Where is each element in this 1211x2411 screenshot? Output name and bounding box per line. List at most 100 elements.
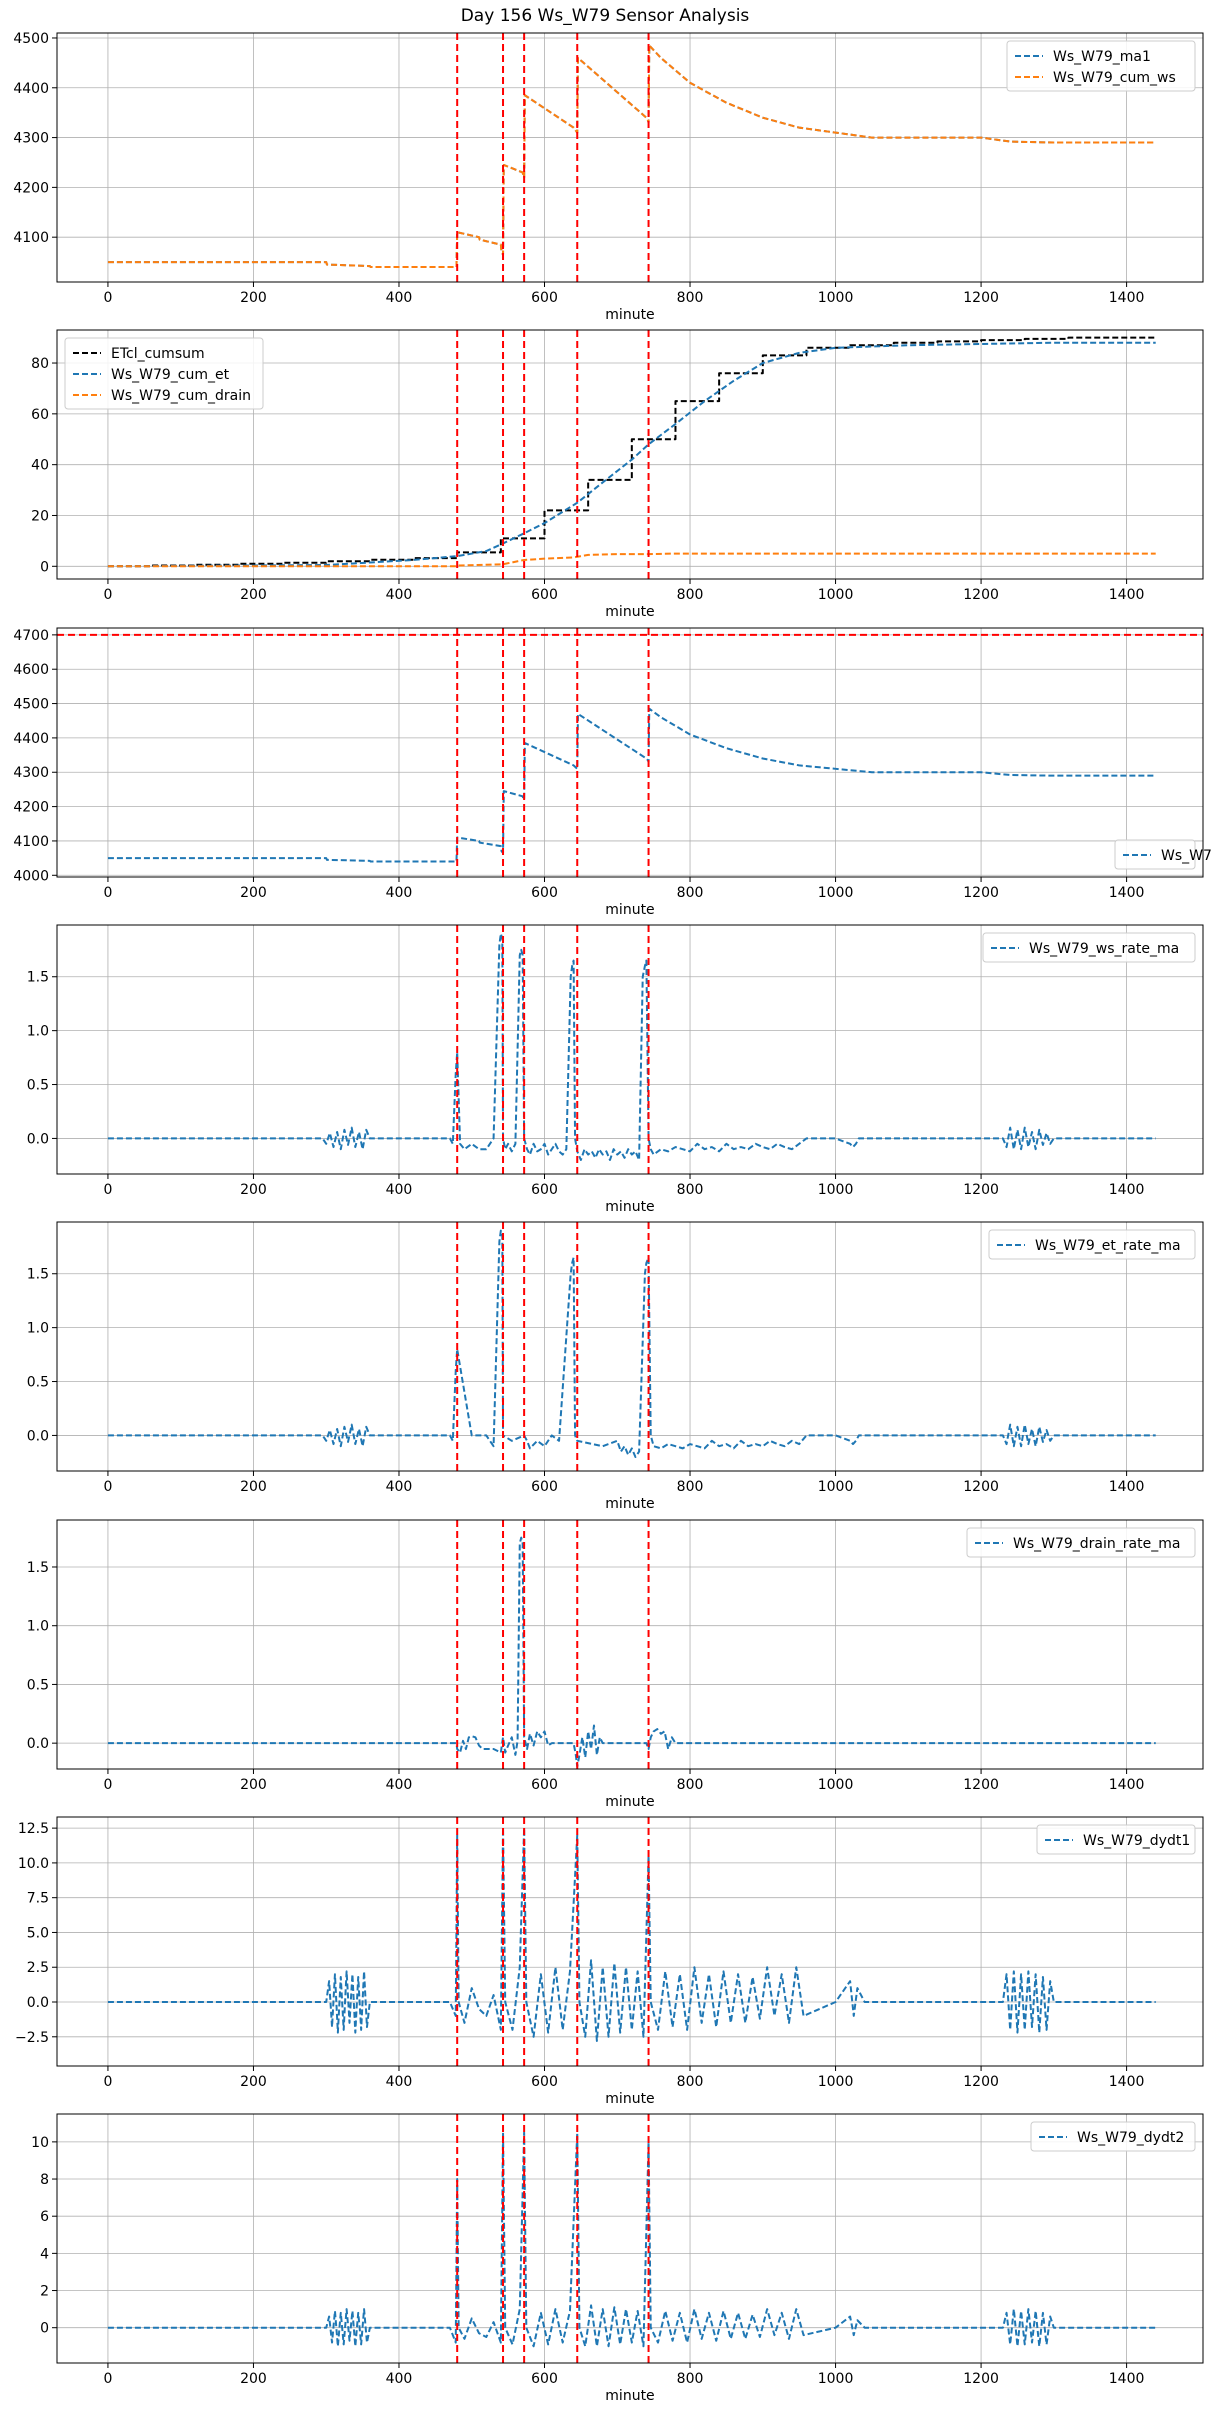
- y-tick-label: 4500: [13, 697, 49, 713]
- y-tick-label: 4400: [13, 81, 49, 97]
- x-tick-label: 1400: [1109, 1777, 1145, 1793]
- legend-label: Ws_W79: [1161, 848, 1211, 864]
- y-tick-label: 4100: [13, 230, 49, 246]
- x-tick-label: 800: [677, 1182, 704, 1198]
- series-line: [107, 44, 1156, 269]
- dydt1-panel: 0 200 400 600 800 1000 1200 1400 −2.5 0.0 2.5 5.0 7.…: [15, 1816, 1204, 2107]
- x-axis-label: minute: [605, 2091, 654, 2107]
- legend-box: [64, 337, 264, 410]
- legend-box: [1114, 839, 1196, 870]
- x-tick-label: 1000: [818, 1182, 854, 1198]
- x-tick-label: 1400: [1109, 1479, 1145, 1495]
- y-tick-label: 5.0: [27, 1925, 49, 1941]
- y-tick-label: 0.0: [27, 1736, 49, 1752]
- x-tick-label: 400: [386, 2371, 413, 2387]
- x-tick-label: 400: [386, 290, 413, 306]
- x-tick-label: 600: [531, 587, 558, 603]
- x-tick-label: 1000: [818, 1479, 854, 1495]
- x-tick-label: 600: [531, 1777, 558, 1793]
- x-tick-label: 1200: [963, 290, 999, 306]
- x-tick-label: 600: [531, 290, 558, 306]
- x-tick-label: 200: [240, 1182, 267, 1198]
- legend: Ws_W79_ma1 Ws_W79_cum_ws: [1006, 40, 1196, 92]
- series-line: [107, 932, 1156, 1161]
- x-tick-label: 800: [677, 1479, 704, 1495]
- x-tick-label: 800: [677, 290, 704, 306]
- x-tick-label: 800: [677, 1777, 704, 1793]
- y-tick-label: 4000: [13, 868, 49, 884]
- legend-label: Ws_W79_cum_drain: [111, 388, 251, 404]
- x-tick-label: 400: [386, 2074, 413, 2090]
- plot-area: [107, 1222, 1156, 1471]
- y-tick-label: 1.5: [27, 970, 49, 986]
- legend-box: [1006, 40, 1196, 92]
- y-tick-label: 4600: [13, 662, 49, 678]
- figure-title: Day 156 Ws_W79 Sensor Analysis: [461, 6, 750, 26]
- y-tick-label: 4: [40, 2246, 49, 2262]
- ws-rate-panel: 0 200 400 600 800 1000 1200 1400 0.0 0.5 1.0 1.5 min…: [27, 924, 1204, 1215]
- x-tick-label: 1400: [1109, 885, 1145, 901]
- series-line: [107, 44, 1156, 269]
- y-tick-label: 6: [40, 2209, 49, 2225]
- y-tick-label: 60: [31, 407, 49, 423]
- x-tick-label: 1200: [963, 587, 999, 603]
- legend: ETcl_cumsum Ws_W79_cum_et Ws_W79_cum_drain: [64, 337, 264, 410]
- x-tick-label: 600: [531, 1479, 558, 1495]
- ws-threshold-panel: 0 200 400 600 800 1000 1200 1400 4000 4100 4200 430…: [13, 627, 1211, 918]
- axes-frame: [56, 1221, 1204, 1472]
- axes-frame: [56, 627, 1204, 878]
- x-axis-label: minute: [605, 1199, 654, 1215]
- x-tick-label: 0: [103, 885, 112, 901]
- x-tick-label: 400: [386, 1479, 413, 1495]
- y-tick-label: 0.0: [27, 1995, 49, 2011]
- x-tick-label: 800: [677, 2074, 704, 2090]
- x-tick-label: 1200: [963, 1777, 999, 1793]
- axes-frame: [56, 1519, 1204, 1770]
- y-tick-label: 0.5: [27, 1375, 49, 1391]
- y-tick-label: 4300: [13, 765, 49, 781]
- y-tick-label: 4200: [13, 800, 49, 816]
- y-tick-label: 2: [40, 2284, 49, 2300]
- legend: Ws_W79: [1114, 839, 1211, 870]
- x-tick-label: 200: [240, 587, 267, 603]
- x-tick-label: 200: [240, 290, 267, 306]
- y-tick-label: 10.0: [18, 1856, 49, 1872]
- x-tick-label: 1000: [818, 1777, 854, 1793]
- x-tick-label: 0: [103, 1777, 112, 1793]
- plot-area: [107, 925, 1156, 1174]
- x-tick-label: 0: [103, 1479, 112, 1495]
- axes-frame: [56, 1816, 1204, 2067]
- x-tick-label: 600: [531, 2074, 558, 2090]
- y-tick-label: 4100: [13, 834, 49, 850]
- plot-area: [107, 1520, 1156, 1769]
- plot-area: [107, 1817, 1156, 2066]
- x-tick-label: 200: [240, 1479, 267, 1495]
- x-tick-label: 1000: [818, 587, 854, 603]
- x-tick-label: 400: [386, 587, 413, 603]
- y-tick-label: 40: [31, 458, 49, 474]
- legend-label: Ws_W79_cum_ws: [1053, 70, 1176, 86]
- y-tick-label: 0.0: [27, 1131, 49, 1147]
- legend: Ws_W79_dydt1: [1036, 1824, 1196, 1855]
- y-tick-label: 4700: [13, 628, 49, 644]
- x-axis-label: minute: [605, 2388, 654, 2404]
- plot-area: [107, 330, 1156, 579]
- y-tick-label: 2.5: [27, 1960, 49, 1976]
- y-tick-label: 4400: [13, 731, 49, 747]
- y-tick-label: 1.5: [27, 1267, 49, 1283]
- x-tick-label: 200: [240, 1777, 267, 1793]
- legend-box: [982, 932, 1196, 963]
- x-tick-label: 1200: [963, 2371, 999, 2387]
- legend: Ws_W79_dydt2: [1030, 2121, 1196, 2152]
- x-tick-label: 800: [677, 587, 704, 603]
- x-tick-label: 1400: [1109, 1182, 1145, 1198]
- x-tick-label: 600: [531, 885, 558, 901]
- x-axis-label: minute: [605, 902, 654, 918]
- legend-label: Ws_W79_et_rate_ma: [1035, 1238, 1181, 1254]
- x-tick-label: 200: [240, 885, 267, 901]
- legend-label: Ws_W79_ma1: [1053, 49, 1151, 65]
- x-tick-label: 1200: [963, 885, 999, 901]
- y-tick-label: 4200: [13, 180, 49, 196]
- x-tick-label: 600: [531, 1182, 558, 1198]
